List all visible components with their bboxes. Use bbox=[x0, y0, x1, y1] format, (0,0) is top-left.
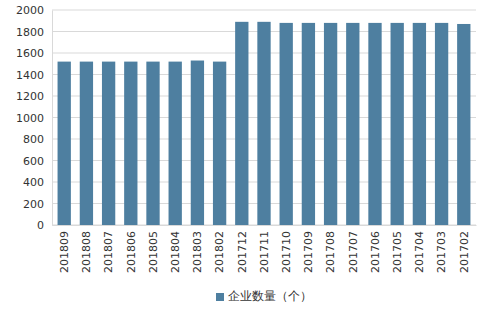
y-tick-label: 200 bbox=[23, 198, 44, 211]
x-tick-label: 201809 bbox=[58, 231, 71, 273]
legend: 企业数量（个） bbox=[216, 289, 312, 303]
bar bbox=[346, 23, 359, 225]
plot: 0 200 400 600 800 1000 1200 1400 1600 1800 2000 201… bbox=[16, 4, 477, 273]
grid bbox=[52, 10, 476, 225]
chart: 0 200 400 600 800 1000 1200 1400 1600 1800 2000 201… bbox=[0, 0, 484, 318]
y-tick: 600 bbox=[23, 155, 52, 168]
y-tick: 1800 bbox=[16, 26, 52, 39]
x-tick-label: 201711 bbox=[258, 231, 271, 273]
x-tick: 201704 bbox=[413, 225, 426, 273]
x-tick-label: 201702 bbox=[458, 231, 471, 273]
bar bbox=[324, 23, 337, 225]
bar bbox=[413, 23, 426, 225]
bars bbox=[58, 22, 471, 225]
x-tick-label: 201708 bbox=[324, 231, 337, 273]
x-tick-label: 201806 bbox=[125, 231, 138, 273]
bar bbox=[191, 61, 204, 225]
x-tick: 201711 bbox=[258, 225, 271, 273]
x-tick-label: 201803 bbox=[191, 231, 204, 273]
y-tick-label: 0 bbox=[37, 219, 44, 232]
y-tick-label: 1800 bbox=[16, 26, 44, 39]
x-tick-label: 201704 bbox=[413, 231, 426, 273]
y-tick-label: 2000 bbox=[16, 4, 44, 17]
x-tick-label: 201808 bbox=[80, 231, 93, 273]
bar bbox=[102, 62, 115, 225]
x-tick: 201707 bbox=[347, 225, 360, 273]
y-tick: 1600 bbox=[16, 47, 52, 60]
x-tick: 201805 bbox=[147, 225, 160, 273]
x-tick-label: 201802 bbox=[213, 231, 226, 273]
x-tick: 201807 bbox=[102, 225, 115, 273]
x-tick-label: 201706 bbox=[369, 231, 382, 273]
y-tick: 1000 bbox=[16, 112, 52, 125]
bar bbox=[146, 62, 159, 225]
x-axis: 201809 201808 201807 201806 201805 201804 2018… bbox=[53, 225, 477, 273]
y-axis-line bbox=[52, 11, 53, 226]
x-tick-label: 201805 bbox=[147, 231, 160, 273]
x-tick: 201806 bbox=[125, 225, 138, 273]
x-tick-label: 201712 bbox=[236, 231, 249, 273]
x-tick: 201709 bbox=[302, 225, 315, 273]
x-tick: 201712 bbox=[236, 225, 249, 273]
y-tick-label: 800 bbox=[23, 133, 44, 146]
x-tick: 201804 bbox=[169, 225, 182, 273]
bar bbox=[435, 23, 448, 225]
legend-label: 企业数量（个） bbox=[228, 289, 312, 303]
bar bbox=[457, 24, 470, 225]
y-tick: 2000 bbox=[16, 4, 52, 17]
x-tick: 201706 bbox=[369, 225, 382, 273]
y-tick: 800 bbox=[23, 133, 52, 146]
x-tick: 201703 bbox=[435, 225, 448, 273]
y-axis: 0 200 400 600 800 1000 1200 1400 1600 1800 2000 bbox=[16, 4, 53, 232]
x-tick-label: 201710 bbox=[280, 231, 293, 273]
x-tick: 201705 bbox=[391, 225, 404, 273]
x-tick-label: 201703 bbox=[435, 231, 448, 273]
x-tick-label: 201804 bbox=[169, 231, 182, 273]
x-tick-label: 201807 bbox=[102, 231, 115, 273]
x-tick-label: 201707 bbox=[347, 231, 360, 273]
x-tick-label: 201709 bbox=[302, 231, 315, 273]
bar bbox=[391, 23, 404, 225]
y-tick-label: 1400 bbox=[16, 69, 44, 82]
bar bbox=[213, 62, 226, 225]
y-tick: 200 bbox=[23, 198, 52, 211]
bar bbox=[169, 62, 182, 225]
y-tick-label: 1600 bbox=[16, 47, 44, 60]
x-tick: 201710 bbox=[280, 225, 293, 273]
y-tick-label: 600 bbox=[23, 155, 44, 168]
bar bbox=[302, 23, 315, 225]
bar bbox=[257, 22, 270, 225]
legend-item: 企业数量（个） bbox=[216, 289, 312, 303]
y-tick-label: 1000 bbox=[16, 112, 44, 125]
x-axis-line bbox=[53, 225, 477, 226]
bar bbox=[58, 62, 71, 225]
bar bbox=[124, 62, 137, 225]
x-tick-label: 201705 bbox=[391, 231, 404, 273]
y-tick: 1200 bbox=[16, 90, 52, 103]
legend-swatch bbox=[216, 293, 224, 301]
bar bbox=[280, 23, 293, 225]
x-tick: 201802 bbox=[213, 225, 226, 273]
bar bbox=[80, 62, 93, 225]
y-tick: 0 bbox=[37, 219, 52, 232]
x-tick: 201803 bbox=[191, 225, 204, 273]
bar bbox=[368, 23, 381, 225]
y-tick-label: 1200 bbox=[16, 90, 44, 103]
y-tick: 1400 bbox=[16, 69, 52, 82]
bar bbox=[235, 22, 248, 225]
x-tick: 201708 bbox=[324, 225, 337, 273]
y-tick: 400 bbox=[23, 176, 52, 189]
y-tick-label: 400 bbox=[23, 176, 44, 189]
x-tick: 201702 bbox=[458, 225, 471, 273]
x-tick: 201809 bbox=[58, 225, 71, 273]
grid-line bbox=[52, 10, 476, 11]
x-tick: 201808 bbox=[80, 225, 93, 273]
